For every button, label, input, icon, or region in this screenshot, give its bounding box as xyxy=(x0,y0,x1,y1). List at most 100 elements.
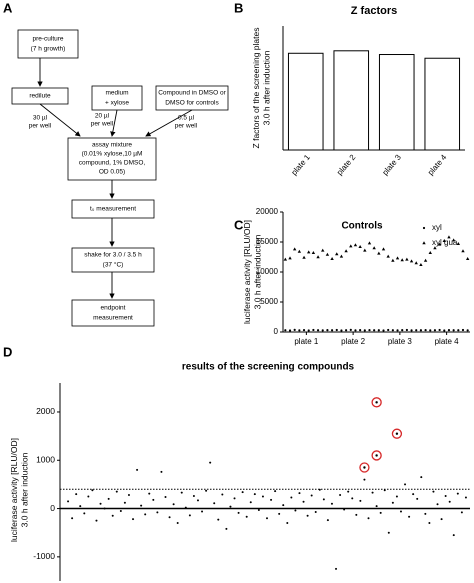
point xyxy=(382,329,385,332)
point xyxy=(196,499,199,502)
point xyxy=(461,328,465,332)
node-box xyxy=(155,85,229,111)
point xyxy=(422,241,426,245)
point xyxy=(306,514,309,517)
point xyxy=(233,497,236,500)
point xyxy=(335,567,338,570)
point xyxy=(188,514,191,517)
point xyxy=(416,497,419,500)
point xyxy=(424,512,427,515)
node-label: Compound in DMSO or xyxy=(158,90,226,97)
point xyxy=(123,501,126,504)
y-axis-label: luciferase activity [RLU/OD] xyxy=(242,220,252,324)
point xyxy=(209,461,212,464)
point xyxy=(401,329,404,332)
point xyxy=(428,522,431,525)
hit-point xyxy=(395,432,399,435)
node-label: measurement xyxy=(93,315,133,322)
point xyxy=(349,244,353,248)
point xyxy=(447,329,451,332)
node-label: (0.01% xylose,10 µM xyxy=(82,151,143,158)
panel-label: D xyxy=(3,344,12,359)
point xyxy=(307,250,311,254)
node-box xyxy=(71,299,155,327)
bar xyxy=(333,50,370,151)
point xyxy=(184,506,187,509)
node-box xyxy=(71,247,155,273)
point xyxy=(312,328,315,332)
node-label: shake for 3.0 / 3.5 h xyxy=(84,252,142,259)
edge-label: 30 µl xyxy=(33,115,48,122)
point xyxy=(345,329,348,332)
point xyxy=(314,510,317,513)
point xyxy=(310,494,313,497)
point xyxy=(452,534,455,537)
point xyxy=(107,497,110,500)
panel-label: B xyxy=(234,0,243,15)
point xyxy=(172,503,175,506)
point xyxy=(363,248,367,252)
point xyxy=(391,501,394,504)
edge-label: per well xyxy=(91,121,114,128)
point xyxy=(71,517,74,520)
y-axis-label: 3.0 h after induction xyxy=(20,452,30,527)
y-axis-label: Z factors of the screening plates xyxy=(251,28,261,149)
point xyxy=(140,504,143,507)
point xyxy=(241,491,244,494)
node-label: redilute xyxy=(29,93,51,100)
point xyxy=(461,249,465,253)
point xyxy=(414,261,418,265)
point xyxy=(383,489,386,492)
bar xyxy=(287,52,324,151)
point xyxy=(422,226,426,230)
point xyxy=(213,502,216,505)
point xyxy=(292,247,297,251)
point xyxy=(457,329,460,332)
point xyxy=(115,490,118,493)
edge-label: per well xyxy=(175,123,198,130)
point xyxy=(288,329,292,332)
legend-label: xyl xyxy=(432,223,442,232)
edge-label: per well xyxy=(29,123,52,130)
point xyxy=(136,468,139,471)
point xyxy=(351,497,354,500)
node-label: (37 °C) xyxy=(103,261,124,269)
point xyxy=(283,257,288,261)
point xyxy=(111,514,114,517)
point xyxy=(132,518,135,521)
point xyxy=(404,483,407,486)
node-label: assay mixture xyxy=(92,142,132,149)
point xyxy=(201,510,204,513)
node-box xyxy=(17,29,79,59)
point xyxy=(302,328,306,332)
chart-title: Z factors xyxy=(351,5,397,17)
x-tick-label: plate 3 xyxy=(381,152,404,177)
point xyxy=(428,251,432,254)
point xyxy=(307,329,310,332)
point xyxy=(229,505,232,508)
point xyxy=(297,249,302,253)
point xyxy=(326,519,329,522)
point xyxy=(443,329,446,332)
point xyxy=(330,502,333,505)
y-tick-label: -1000 xyxy=(33,551,55,561)
node-label: + xylose xyxy=(105,100,129,107)
point xyxy=(371,491,374,494)
point xyxy=(311,251,316,254)
point xyxy=(152,498,155,501)
hit-ring xyxy=(371,397,382,408)
point xyxy=(253,493,256,496)
point xyxy=(270,498,273,501)
arrow xyxy=(145,109,193,137)
point xyxy=(164,495,167,498)
node-label: endpoint xyxy=(101,305,126,312)
point xyxy=(298,492,301,495)
point xyxy=(330,257,334,260)
point xyxy=(419,263,423,266)
point xyxy=(278,512,281,515)
node-label: OD 0.05) xyxy=(99,169,125,176)
point xyxy=(353,243,358,247)
edge-label: 0.5 µl xyxy=(178,115,195,122)
hit-point xyxy=(375,454,378,457)
x-tick-label: plate 2 xyxy=(341,337,366,346)
